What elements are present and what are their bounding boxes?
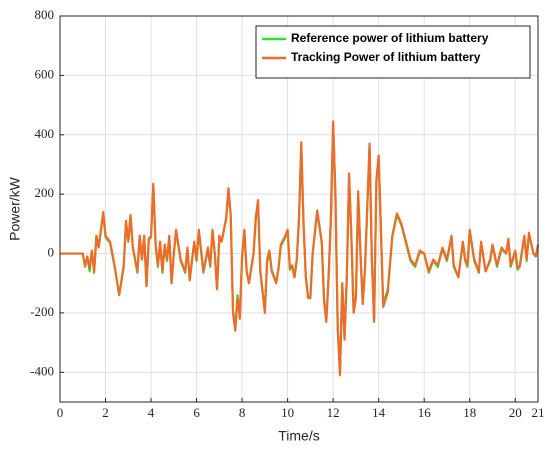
y-axis-label: Power/kW [7, 176, 23, 241]
x-tick-label: 21 [532, 405, 545, 420]
x-axis-label: Time/s [278, 428, 319, 444]
x-tick-label: 14 [372, 405, 386, 420]
x-tick-label: 4 [148, 405, 155, 420]
x-tick-label: 12 [327, 405, 340, 420]
y-tick-label: -400 [30, 363, 54, 378]
y-tick-label: 0 [48, 245, 55, 260]
legend-label: Reference power of lithium battery [291, 31, 489, 45]
legend-label: Tracking Power of lithium battery [291, 50, 481, 64]
y-tick-label: 600 [35, 66, 55, 81]
x-tick-label: 8 [239, 405, 246, 420]
series-line [60, 120, 540, 377]
y-tick-label: -200 [30, 304, 54, 319]
lines [60, 120, 540, 377]
x-tick-label: 2 [102, 405, 109, 420]
y-tick-label: 200 [35, 185, 55, 200]
plot-frame [59, 15, 539, 403]
x-tick-label: 18 [463, 405, 476, 420]
legend: Reference power of lithium battery Tracki… [255, 25, 531, 79]
legend-box [255, 25, 531, 79]
x-tick-label: 20 [509, 405, 522, 420]
x-tick-label: 6 [193, 405, 200, 420]
y-tick-label: 800 [35, 7, 55, 22]
x-tick-label: 16 [418, 405, 432, 420]
x-tick-label: 10 [281, 405, 294, 420]
x-tick-label: 0 [57, 405, 64, 420]
y-tick-label: 400 [35, 126, 55, 141]
